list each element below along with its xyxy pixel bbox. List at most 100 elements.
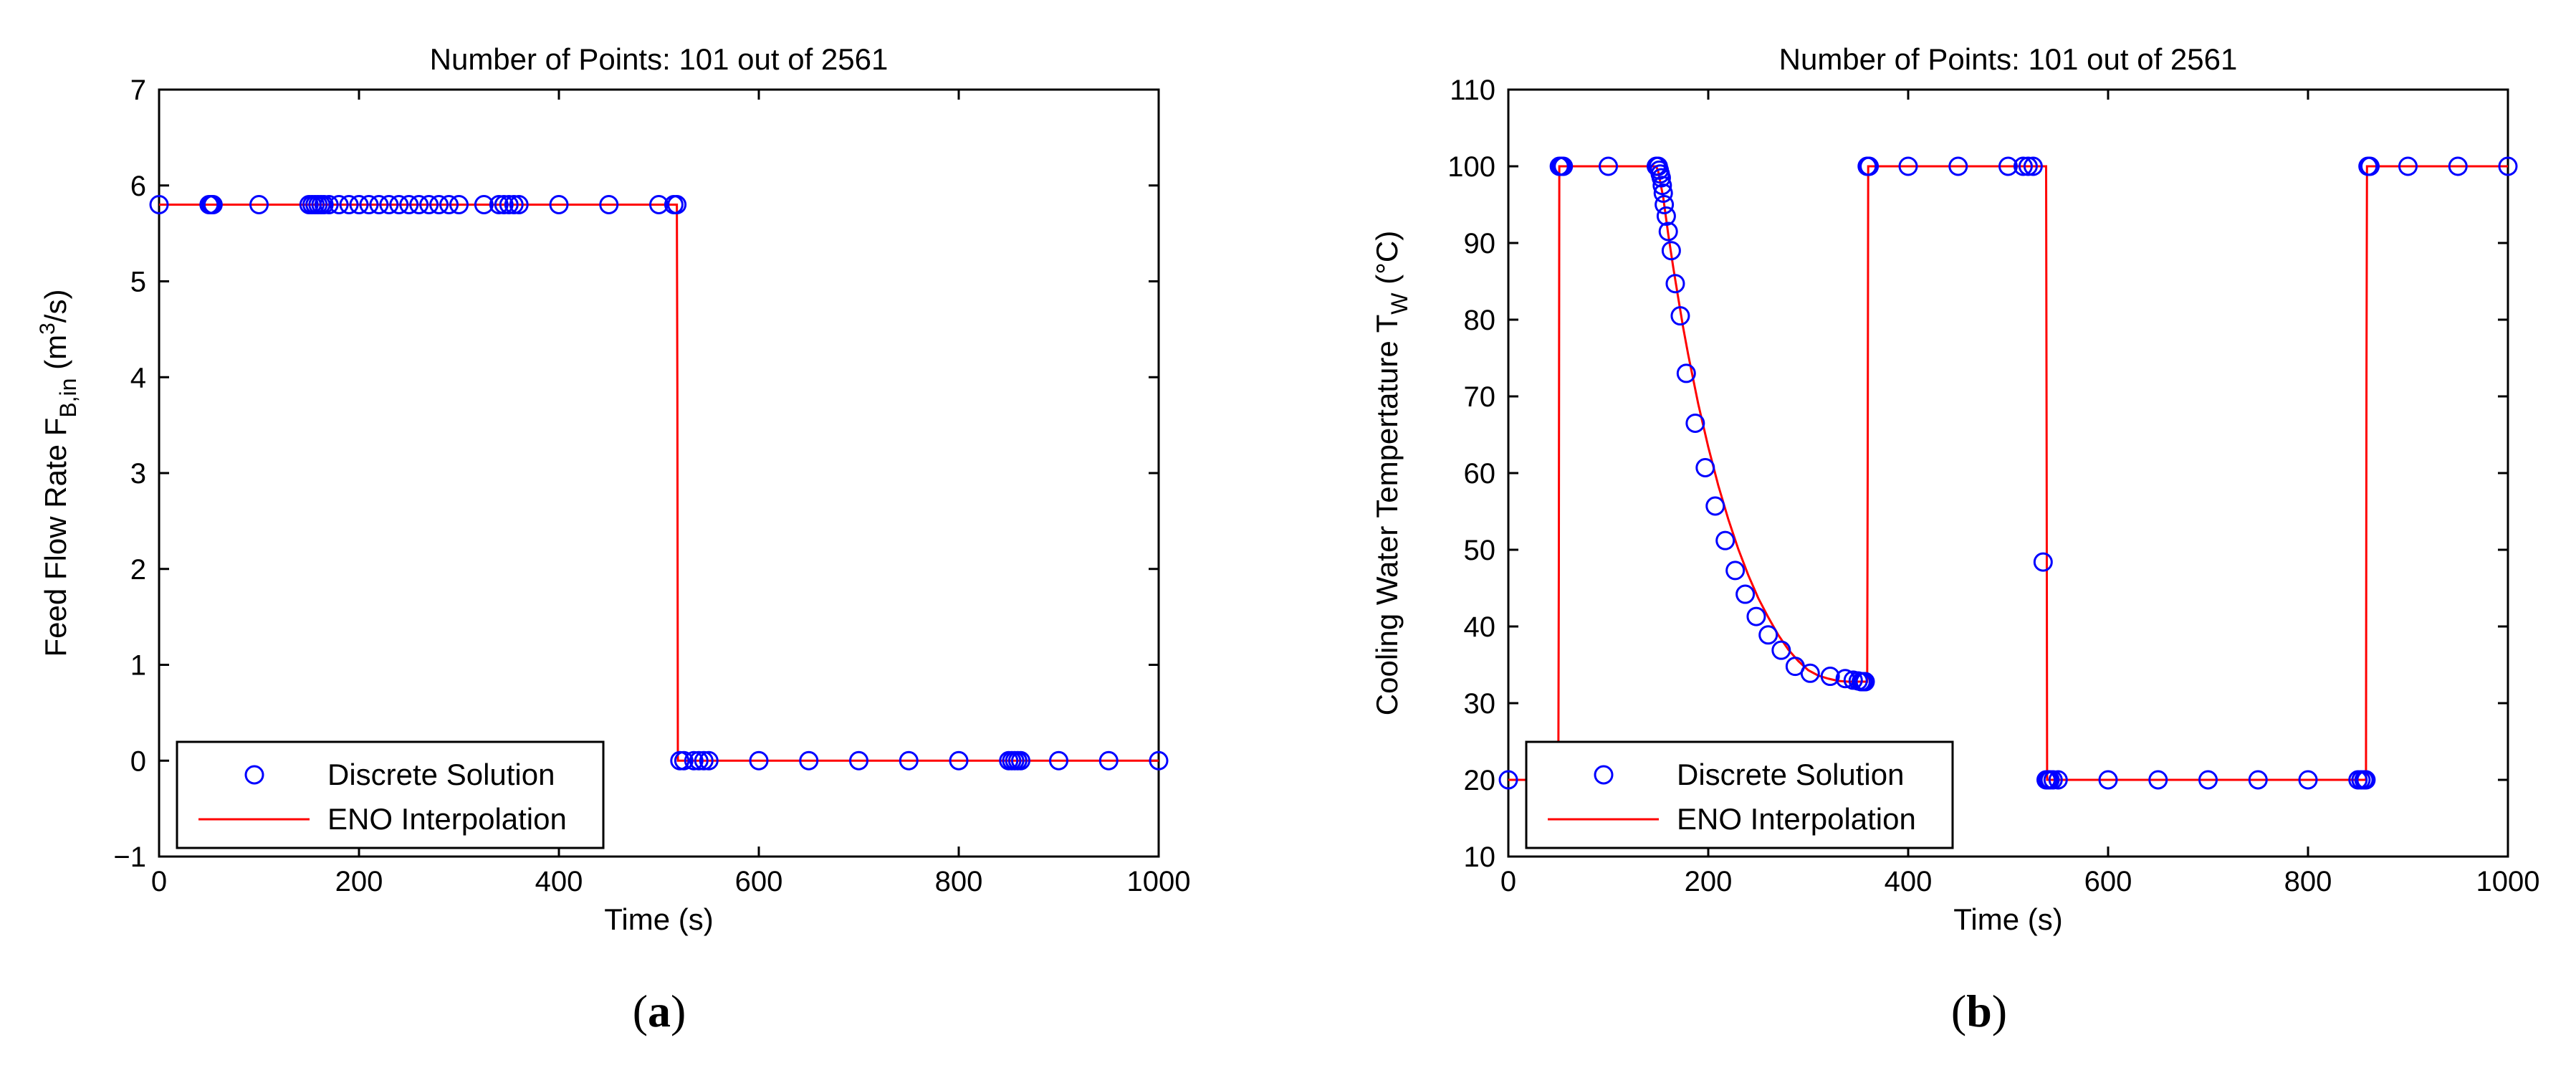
chart-b-discrete-point [1655, 195, 1675, 214]
chart-a-discrete-point [419, 195, 439, 214]
chart-a-discrete-point [329, 195, 349, 214]
chart-a-title: Number of Points: 101 out of 2561 [430, 42, 889, 76]
chart-a-discrete-point [439, 195, 459, 214]
chart-b-discrete-point [1771, 640, 1791, 660]
chart-b-discrete-point [2013, 156, 2033, 176]
chart-b-discrete-point [1855, 672, 1875, 692]
chart-b-discrete-point [1652, 176, 1672, 196]
chart-a-y-tick-label: −1 [113, 841, 146, 873]
chart-b-discrete-point [1859, 156, 1880, 176]
chart-a-discrete-point [799, 750, 819, 771]
chart-a-x-axis-label: Time (s) [604, 902, 713, 936]
chart-a-ylabel-units-post: /s) [39, 290, 72, 323]
chart-b-discrete-point [2248, 770, 2268, 790]
chart-a-legend-label-discrete: Discrete Solution [327, 758, 555, 791]
chart-b-y-tick-label: 40 [1464, 611, 1496, 643]
chart-b-discrete-point [1998, 156, 2018, 176]
chart-a-discrete-point [319, 195, 339, 214]
chart-b: Number of Points: 101 out of 2561 0 200 40… [1370, 42, 2539, 1036]
chart-b-y-tick-label: 20 [1464, 765, 1496, 796]
chart-b-discrete-point [2033, 552, 2053, 572]
chart-b-discrete-point [1599, 156, 1618, 176]
chart-b-x-tick-label: 0 [1500, 866, 1516, 897]
chart-a-discrete-point [449, 195, 469, 214]
chart-a-ylabel-sub: B,in [55, 378, 81, 418]
chart-a-discrete-point [504, 195, 524, 214]
chart-b-discrete-point [1665, 274, 1685, 294]
chart-a-discrete-point [349, 195, 369, 214]
chart-b-discrete-point [2148, 770, 2168, 790]
chart-b-discrete-point [1653, 183, 1673, 203]
chart-a-discrete-point [399, 195, 419, 214]
chart-a-ylabel-sup: 3 [36, 323, 59, 335]
chart-a-discrete-point [749, 750, 769, 771]
chart-b-x-axis-label: Time (s) [1953, 902, 2062, 936]
chart-b-legend-label-eno: ENO Interpolation [1677, 802, 1916, 836]
chart-a-discrete-point [674, 750, 694, 771]
chart-b-eno-interpolation-line [1508, 165, 2508, 781]
chart-b-discrete-point [1725, 561, 1746, 581]
chart-a-y-tick-label: 1 [130, 650, 146, 682]
chart-b-ylabel-main: Cooling Water Tempertature T [1370, 315, 1404, 715]
chart-a-discrete-point [1098, 750, 1119, 771]
chart-a-legend-marker [244, 765, 264, 785]
chart-b-discrete-point [2098, 770, 2118, 790]
chart-a-discrete-point [409, 195, 429, 214]
chart-b-discrete-point [2356, 770, 2376, 790]
chart-b-legend-box [1525, 740, 1954, 849]
chart-a-x-tick-label: 0 [151, 866, 167, 897]
chart-b-y-tick-label: 50 [1464, 535, 1496, 566]
chart-a-discrete-point [489, 195, 509, 214]
chart-a-discrete-point [379, 195, 399, 214]
chart-a-legend: Discrete Solution ENO Interpolation [176, 740, 605, 849]
chart-b-y-tick-label: 10 [1464, 841, 1496, 873]
chart-b-plot-area: 0 200 400 600 800 1000 10 20 30 40 50 60 70 80 90 100 11… [1447, 75, 2539, 897]
chart-a-discrete-point [549, 195, 569, 214]
chart-a-y-tick-label: 3 [130, 458, 146, 490]
chart-b-discrete-point [1800, 663, 1820, 683]
chart-b-discrete-point [2048, 770, 2068, 790]
chart-a-discrete-point [699, 750, 719, 771]
chart-a-x-tick-label: 1000 [1127, 866, 1191, 897]
chart-b-y-axis-label: Cooling Water Tempertature TW (°C) [1370, 231, 1412, 715]
chart-b-x-tick-label: 1000 [2476, 866, 2540, 897]
chart-a-ylabel-main: Feed Flow Rate F [39, 418, 72, 657]
chart-a-legend-label-eno: ENO Interpolation [327, 802, 567, 836]
chart-a-discrete-point [689, 750, 709, 771]
chart-b-y-tick-label: 100 [1447, 151, 1495, 183]
chart-b-discrete-point [1676, 363, 1696, 383]
chart-a-y-tick-label: 5 [130, 267, 146, 298]
chart-b-discrete-point [2023, 156, 2043, 176]
chart-b-ylabel-units: (°C) [1370, 231, 1404, 293]
chart-a-discrete-point [369, 195, 389, 214]
chart-b-y-tick-label: 80 [1464, 305, 1496, 336]
chart-b-ylabel-sub: W [1387, 292, 1412, 315]
chart-b-discrete-point [2198, 770, 2218, 790]
chart-b-discrete-point [1651, 168, 1671, 188]
chart-b-discrete-point [1758, 625, 1778, 645]
chart-a: Number of Points: 101 out of 2561 0 200 40… [36, 42, 1190, 1036]
chart-b-y-tick-label: 60 [1464, 458, 1496, 490]
chart-a-y-tick-label: 2 [130, 554, 146, 586]
chart-a-discrete-point [203, 195, 223, 214]
chart-b-y-tick-label: 30 [1464, 688, 1496, 720]
chart-a-x-tick-label: 400 [535, 866, 583, 897]
chart-b-discrete-point [1658, 221, 1678, 242]
chart-a-discrete-point [314, 195, 334, 214]
chart-b-discrete-point [1705, 496, 1725, 516]
chart-a-discrete-point [429, 195, 449, 214]
chart-a-x-tick-label: 600 [735, 866, 783, 897]
chart-a-discrete-point [149, 195, 169, 214]
chart-a-y-tick-label: 7 [130, 75, 146, 106]
chart-a-discrete-point [1049, 750, 1068, 771]
chart-a-x-tick-label: 800 [935, 866, 983, 897]
chart-a-discrete-point [359, 195, 379, 214]
chart-a-eno-interpolation-line [159, 204, 1159, 762]
chart-a-discrete-point [599, 195, 619, 214]
chart-b-discrete-point [2498, 156, 2518, 176]
chart-b-legend-marker [1594, 765, 1614, 785]
chart-b-panel-label: (b) [1951, 986, 2007, 1036]
chart-b-title: Number of Points: 101 out of 2561 [1779, 42, 2238, 76]
